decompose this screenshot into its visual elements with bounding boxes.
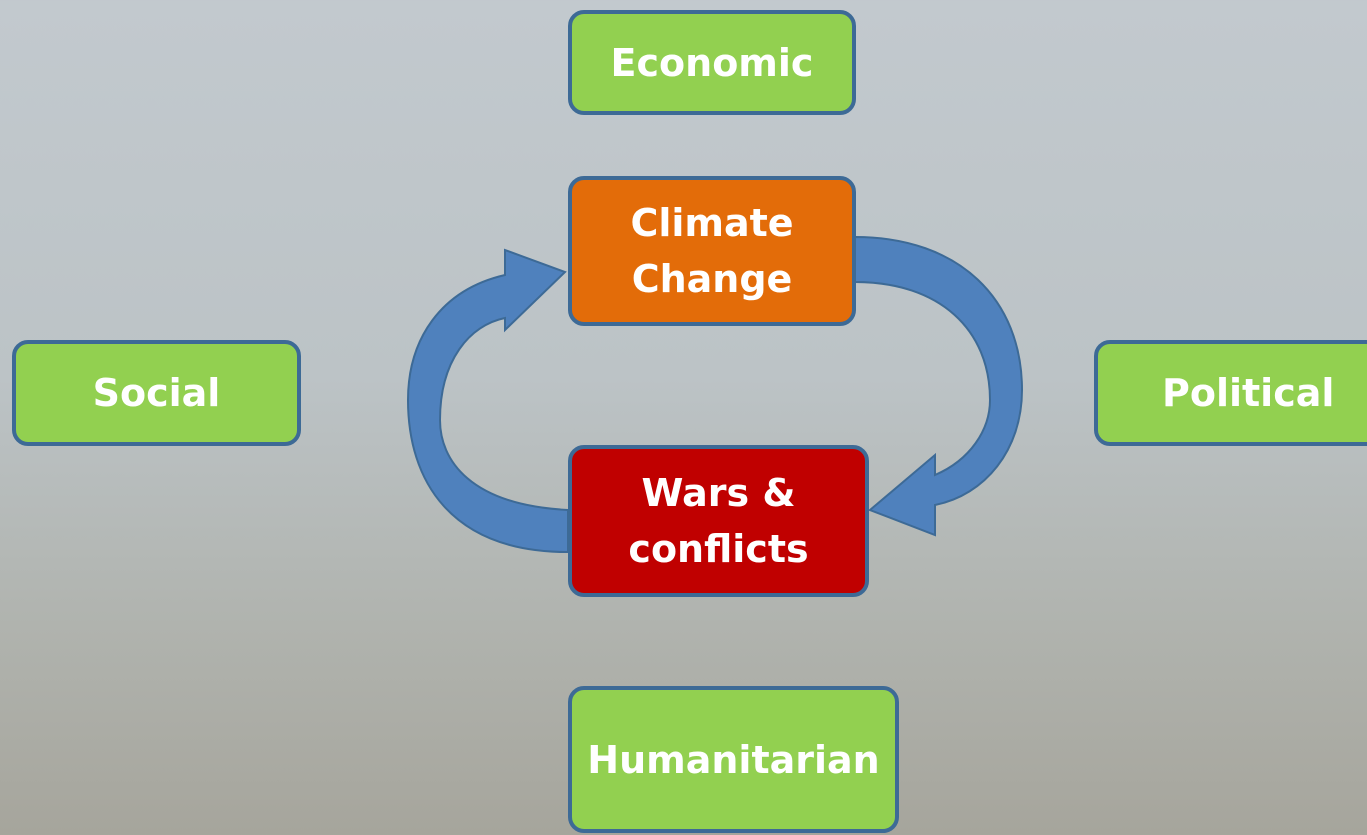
node-climate-change: Climate Change [568,176,856,326]
node-social: Social [12,340,301,446]
arrow-left [408,250,568,552]
node-humanitarian: Humanitarian [568,686,899,833]
page: Economic Climate Change Social Political… [0,0,1367,835]
node-political: Political [1094,340,1367,446]
node-wars-conflicts: Wars & conflicts [568,445,869,597]
node-economic: Economic [568,10,856,115]
arrow-right [855,237,1022,535]
